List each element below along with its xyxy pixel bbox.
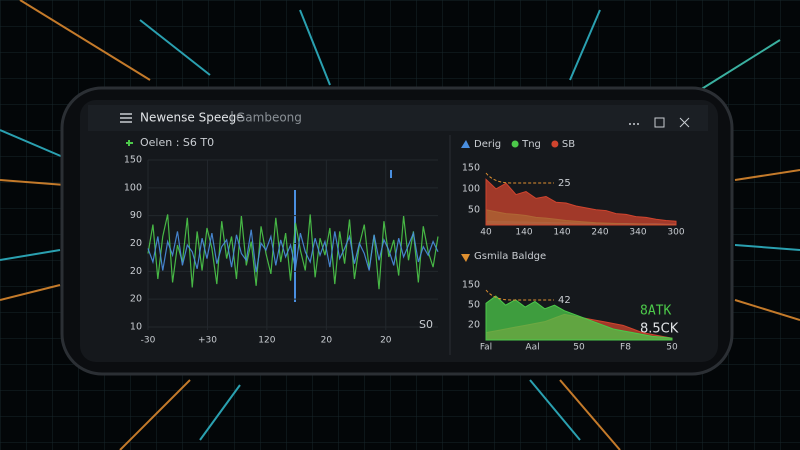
more-button[interactable] — [629, 123, 639, 125]
y-label: 50 — [468, 205, 480, 216]
y-label: 20 — [468, 320, 480, 331]
legend-icon — [461, 140, 470, 148]
window-title: Newense Speege — [140, 111, 244, 125]
left-icon — [126, 140, 133, 146]
legend-entry: Tng — [521, 139, 541, 150]
phone-screen — [80, 100, 718, 362]
annotation-line — [485, 289, 554, 301]
annotation: 25 — [558, 178, 571, 189]
x-label: -30 — [141, 336, 156, 346]
signal-line — [147, 229, 439, 273]
x-label: 300 — [667, 228, 684, 238]
x-label: 240 — [591, 228, 608, 238]
y-label: 150 — [462, 163, 480, 174]
y-label: 20 — [130, 294, 142, 305]
x-label: 40 — [480, 228, 492, 238]
x-label: 140 — [553, 228, 570, 238]
x-label: +30 — [198, 336, 217, 346]
legend-swatch — [551, 140, 559, 148]
y-label: 50 — [468, 300, 480, 311]
x-label: 20 — [321, 336, 333, 346]
y-label: 100 — [124, 182, 142, 193]
y-label: 90 — [130, 210, 142, 221]
x-label: Fal — [480, 343, 492, 353]
menu-icon[interactable] — [120, 113, 132, 123]
y-label: 10 — [130, 322, 142, 333]
bottom-icon — [461, 254, 470, 262]
close-button[interactable] — [679, 117, 690, 128]
y-label: 20 — [130, 266, 142, 277]
legend-entry: Derig — [474, 139, 501, 150]
legend-swatch — [511, 140, 519, 148]
area — [485, 178, 677, 226]
stat-value: 8.5CK — [640, 322, 679, 337]
y-label: 150 — [462, 280, 480, 291]
title-bar — [88, 105, 708, 131]
x-label: 50 — [573, 343, 585, 353]
x-label: 20 — [380, 336, 392, 346]
window-subtitle: Gambeong — [236, 111, 302, 125]
legend-entry: SB — [562, 139, 575, 150]
x-label: F8 — [620, 343, 631, 353]
annotation: 42 — [558, 295, 571, 306]
y-label: 20 — [130, 238, 142, 249]
annotation-line — [485, 172, 554, 184]
left-chart-title: Oelen : S6 T0 — [140, 136, 214, 149]
bottom-chart-title: Gsmila Baldge — [474, 251, 546, 262]
x-label: Aal — [525, 343, 539, 353]
x-label: 120 — [258, 336, 275, 346]
y-label: 150 — [124, 155, 142, 166]
stat-value: 8ATK — [640, 304, 671, 319]
x-label: 50 — [666, 343, 678, 353]
area — [485, 295, 673, 341]
corner-label: S0 — [419, 318, 433, 331]
y-label: 100 — [462, 184, 480, 195]
x-label: 140 — [515, 228, 532, 238]
x-label: 340 — [629, 228, 646, 238]
maximize-button[interactable] — [654, 117, 665, 128]
